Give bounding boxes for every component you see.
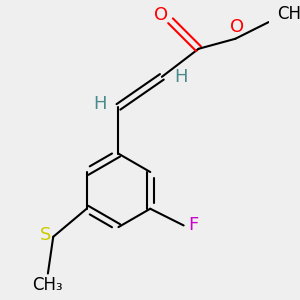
Text: O: O (154, 6, 168, 24)
Text: F: F (188, 216, 198, 234)
Text: H: H (174, 68, 187, 86)
Text: H: H (93, 94, 106, 112)
Text: CH₃: CH₃ (33, 276, 63, 294)
Text: O: O (230, 18, 244, 36)
Text: S: S (40, 226, 51, 244)
Text: CH₃: CH₃ (277, 5, 300, 23)
